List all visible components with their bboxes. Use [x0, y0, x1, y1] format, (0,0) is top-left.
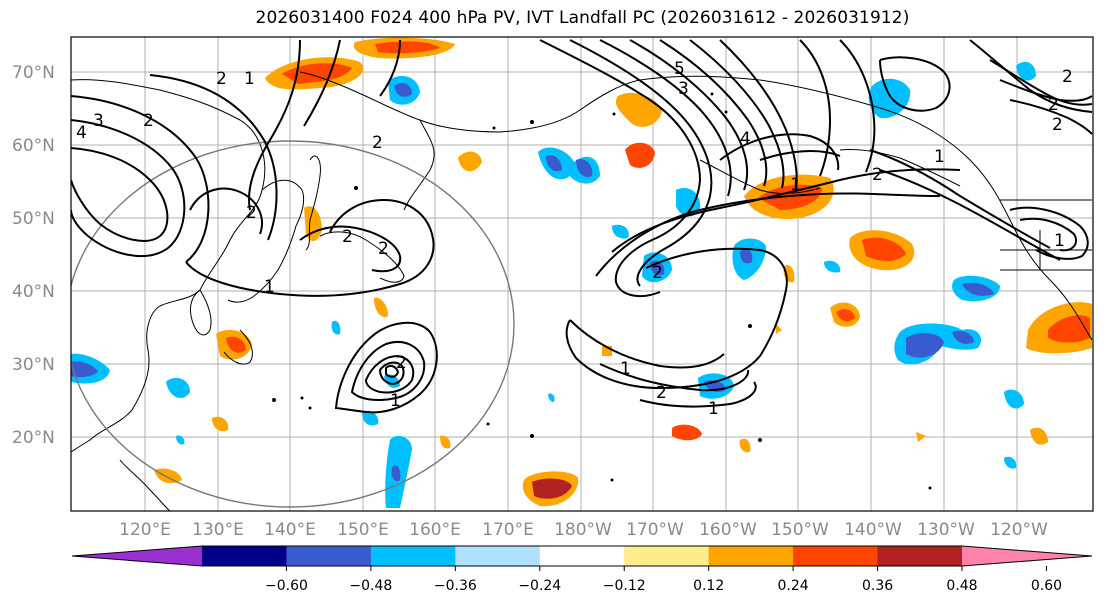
contour-label: 2 [372, 133, 383, 153]
lon-label: 150°W [771, 520, 829, 540]
contour-label: 2 [378, 239, 389, 259]
lon-label: 120°E [119, 520, 171, 540]
colorbar-segment [793, 546, 879, 566]
lat-label: 50°N [12, 209, 55, 229]
map-panel [71, 37, 1093, 511]
contour-label: 4 [740, 129, 751, 149]
contour-label: 3 [678, 79, 689, 99]
contour-label: 3 [93, 111, 104, 131]
colorbar-tick-label: −0.48 [349, 578, 392, 594]
lat-label: 30°N [12, 355, 55, 375]
colorbar-segment [624, 546, 710, 566]
colorbar-tick-label: 0.60 [1031, 578, 1062, 594]
contour-label: 1 [708, 399, 719, 419]
lat-label: 20°N [12, 428, 55, 448]
map-title: 2026031400 F024 400 hPa PV, IVT Landfall… [255, 8, 910, 28]
colorbar-segment [455, 546, 541, 566]
contour-label: 1 [934, 147, 945, 167]
colorbar-segment [539, 546, 625, 566]
colorbar-tick-label: −0.60 [265, 578, 308, 594]
contour-label: 1 [620, 359, 631, 379]
colorbar-segment [202, 546, 287, 566]
selection-circle [71, 140, 515, 508]
lon-label: 170°E [482, 520, 534, 540]
colorbar-outline [71, 545, 1093, 567]
contour-label-group: 3 4 2 1 2 1 2 2 1 2 2 2 1 2 3 4 5 1 2 2 … [76, 59, 1073, 419]
contour-label: 2 [652, 263, 663, 283]
contour-label: 2 [1062, 67, 1073, 87]
contour-label: 1 [390, 391, 401, 411]
colorbar-tick-label: 0.12 [693, 578, 724, 594]
contour-label: 4 [76, 123, 87, 143]
contour-label: 2 [396, 353, 407, 373]
latitude-labels: 70°N 60°N 50°N 40°N 30°N 20°N [12, 63, 55, 448]
colorbar-segment [877, 546, 963, 566]
contour-label: 5 [674, 59, 685, 79]
lon-label: 170°W [626, 520, 684, 540]
colorbar-tick-label: 0.48 [946, 578, 977, 594]
lon-label: 140°W [844, 520, 902, 540]
lat-label: 60°N [12, 136, 55, 156]
colorbar-extend-high [962, 546, 1092, 566]
contour-label: 2 [342, 227, 353, 247]
lon-label: 180°W [554, 520, 612, 540]
lon-label: 130°W [917, 520, 975, 540]
lat-label: 40°N [12, 282, 55, 302]
coastlines [71, 71, 1093, 511]
longitude-labels: 120°E 130°E 140°E 150°E 160°E 170°E 180°… [119, 520, 1048, 540]
colorbar: −0.60 −0.48 −0.36 −0.24 −0.12 0.12 0.24 0.36 0.4… [71, 545, 1093, 594]
contour-label: 2 [656, 383, 667, 403]
colorbar-segment [286, 546, 372, 566]
contour-label: 1 [244, 69, 255, 89]
graticule [71, 37, 1093, 511]
contour-label: 2 [216, 69, 227, 89]
lon-label: 150°E [337, 520, 389, 540]
lon-label: 140°E [264, 520, 316, 540]
lon-label: 160°E [409, 520, 461, 540]
lon-label: 160°W [699, 520, 757, 540]
lat-label: 70°N [12, 63, 55, 83]
lon-label: 120°W [990, 520, 1048, 540]
contour-label: 1 [790, 175, 801, 195]
contour-label: 1 [1054, 231, 1065, 251]
contour-label: 2 [246, 203, 257, 223]
colorbar-tick-label: −0.24 [518, 578, 561, 594]
colorbar-tick-label: −0.36 [434, 578, 477, 594]
lon-label: 130°E [192, 520, 244, 540]
map-frame [70, 36, 1094, 512]
contour-label: 1 [264, 277, 275, 297]
islands [272, 92, 932, 490]
pv-shading [71, 37, 1092, 508]
colorbar-tick-label: −0.12 [603, 578, 646, 594]
colorbar-segment [370, 546, 456, 566]
colorbar-extend-low [72, 546, 202, 566]
colorbar-tick-label: 0.36 [862, 578, 893, 594]
ivt-contours [71, 39, 1093, 414]
contour-label: 2 [143, 111, 154, 131]
contour-label: 2 [1052, 115, 1063, 135]
contour-label: 2 [1048, 95, 1059, 115]
colorbar-tick-label: 0.24 [778, 578, 809, 594]
colorbar-segment [708, 546, 794, 566]
contour-label: 2 [872, 165, 883, 185]
